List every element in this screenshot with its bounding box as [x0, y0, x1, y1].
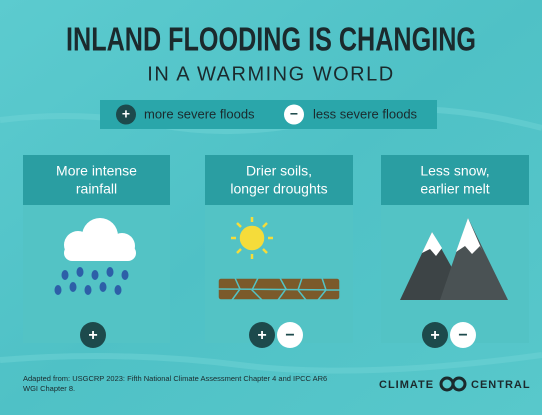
source-note: Adapted from: USGCRP 2023: Fifth Nationa… [23, 374, 327, 383]
panel-body [205, 205, 353, 343]
panel-title: Less snow, [420, 163, 489, 179]
panel-title: longer droughts [230, 181, 327, 197]
logo-text: CLIMATE [379, 379, 434, 391]
title: INLAND FLOODING IS CHANGING [66, 21, 476, 58]
legend-plus-icon [116, 104, 136, 125]
panel-header [381, 155, 529, 205]
effect-symbol: + [257, 327, 266, 344]
legend-label: less severe floods [313, 106, 418, 121]
panel-title: earlier melt [420, 181, 489, 197]
rain-cloud-icon [54, 218, 136, 295]
effect-plus-icon [422, 322, 448, 348]
panel-header [205, 155, 353, 205]
effect-symbol: + [430, 327, 439, 344]
subtitle: IN A WARMING WORLD [147, 63, 394, 85]
effect-symbol: − [458, 327, 467, 344]
legend-minus-icon [284, 104, 304, 125]
logo-text: CENTRAL [471, 379, 531, 391]
effect-symbol: − [285, 327, 294, 344]
source-note: WGI Chapter 8. [23, 384, 75, 393]
legend-symbol: + [122, 106, 130, 122]
legend-label: more severe floods [144, 106, 255, 121]
effect-minus-icon [450, 322, 476, 348]
panel-title: rainfall [76, 181, 117, 197]
legend-box [100, 100, 437, 129]
effect-plus-icon [80, 322, 106, 348]
effect-minus-icon [277, 322, 303, 348]
sun-icon [231, 217, 273, 259]
cracked-soil-icon [217, 277, 341, 301]
panel-title: Drier soils, [246, 163, 312, 179]
effect-symbol: + [88, 327, 97, 344]
panel-header [23, 155, 170, 205]
logo-icon [439, 376, 467, 392]
mountain-icon [400, 218, 508, 300]
panel-title: More intense [56, 163, 137, 179]
effect-plus-icon [249, 322, 275, 348]
legend-symbol: − [290, 106, 298, 122]
